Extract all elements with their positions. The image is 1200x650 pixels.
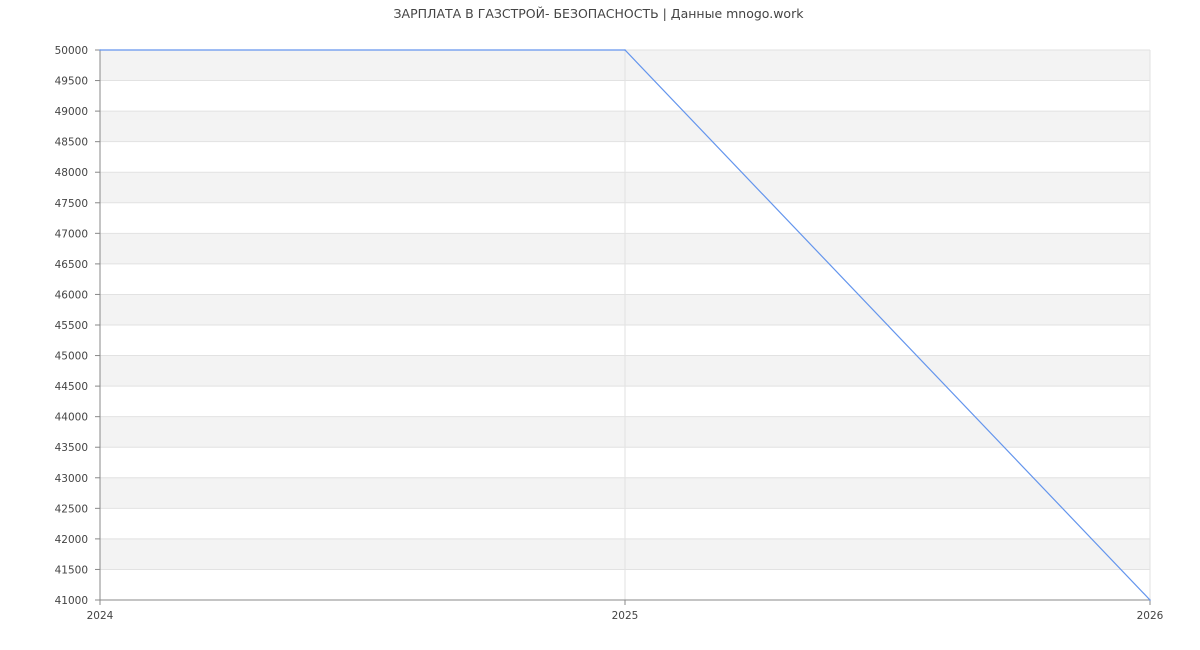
data-point [624, 49, 626, 51]
x-tick-label: 2024 [87, 610, 114, 622]
y-tick-label: 47000 [55, 228, 88, 240]
y-tick-label: 44000 [55, 412, 88, 424]
x-tick-label: 2025 [612, 610, 639, 622]
y-tick-label: 44500 [55, 381, 88, 393]
data-point [99, 49, 101, 51]
y-tick-label: 41500 [55, 564, 88, 576]
y-tick-label: 43000 [55, 473, 88, 485]
y-tick-label: 43500 [55, 442, 88, 454]
y-tick-label: 49500 [55, 76, 88, 88]
y-tick-label: 42500 [55, 503, 88, 515]
y-tick-label: 46000 [55, 289, 88, 301]
y-tick-label: 50000 [55, 45, 88, 57]
chart-title: ЗАРПЛАТА В ГАЗСТРОЙ- БЕЗОПАСНОСТЬ | Данн… [393, 6, 804, 21]
y-tick-label: 46500 [55, 259, 88, 271]
data-point [1149, 599, 1151, 601]
x-tick-label: 2026 [1137, 610, 1164, 622]
y-tick-label: 41000 [55, 595, 88, 607]
y-tick-label: 49000 [55, 106, 88, 118]
y-tick-label: 45500 [55, 320, 88, 332]
y-tick-label: 45000 [55, 351, 88, 363]
y-tick-label: 48000 [55, 167, 88, 179]
y-tick-label: 47500 [55, 198, 88, 210]
y-tick-label: 42000 [55, 534, 88, 546]
y-tick-label: 48500 [55, 137, 88, 149]
